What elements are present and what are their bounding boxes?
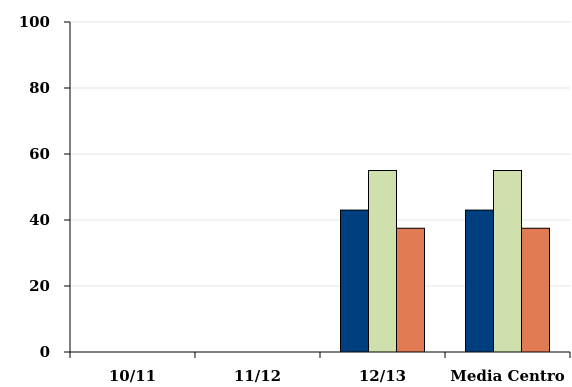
x-tick-label: Media Centro — [450, 367, 565, 385]
y-tick-label: 0 — [40, 343, 50, 361]
y-tick-label: 60 — [29, 145, 50, 163]
y-tick-labels: 0 20 40 60 80 100 — [19, 13, 50, 361]
bar — [396, 227, 425, 353]
bar — [368, 170, 397, 353]
x-tick-label: 10/11 — [109, 367, 156, 385]
bars — [340, 170, 550, 353]
x-tick-label: 12/13 — [359, 367, 406, 385]
y-tick-label: 40 — [29, 211, 50, 229]
bar — [493, 170, 522, 353]
y-tick-label: 20 — [29, 277, 50, 295]
x-tick-labels: 10/11 11/12 12/13 Media Centro — [109, 367, 565, 385]
bar — [521, 227, 550, 353]
bar — [340, 209, 369, 353]
y-tick-label: 100 — [19, 13, 50, 31]
y-tick-label: 80 — [29, 79, 50, 97]
x-tick-label: 11/12 — [234, 367, 281, 385]
bar — [465, 209, 494, 353]
axes — [64, 21, 571, 358]
